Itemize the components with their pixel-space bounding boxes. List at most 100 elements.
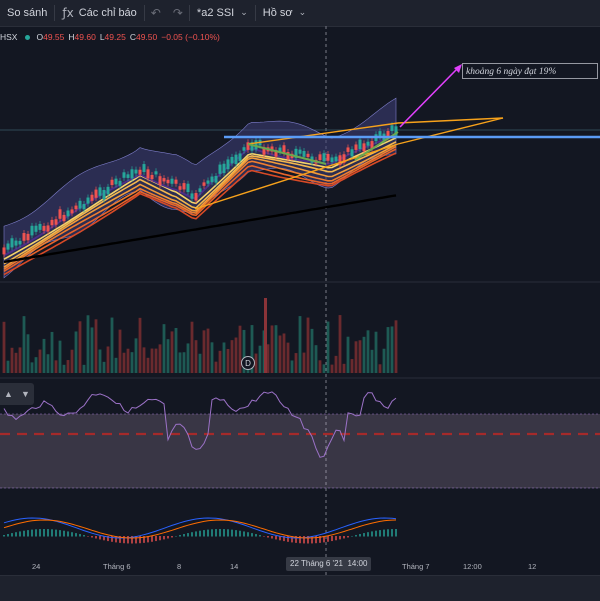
volume-bar bbox=[298, 316, 302, 373]
volume-bar bbox=[374, 331, 378, 373]
volume-bar bbox=[74, 331, 78, 373]
candle-body bbox=[378, 131, 382, 137]
volume-bar bbox=[42, 338, 46, 373]
candle-body bbox=[62, 214, 66, 222]
time-axis-label: Tháng 6 bbox=[103, 562, 131, 571]
profile-menu[interactable]: Hồ sơ ⌄ bbox=[256, 0, 313, 26]
candle-body bbox=[326, 154, 330, 161]
candle-body bbox=[194, 193, 198, 201]
macd-bar bbox=[303, 536, 305, 544]
trendline-upper[interactable] bbox=[247, 122, 399, 145]
macd-bar bbox=[79, 534, 81, 537]
macd-bar bbox=[367, 532, 369, 537]
redo-icon[interactable]: ↷ bbox=[172, 6, 183, 20]
dividend-badge[interactable]: D bbox=[241, 356, 255, 370]
macd-bar bbox=[127, 536, 129, 544]
volume-bar bbox=[18, 347, 22, 373]
macd-bar bbox=[211, 529, 213, 537]
volume-bar bbox=[126, 348, 130, 373]
candle-body bbox=[354, 144, 358, 150]
candle-body bbox=[106, 186, 110, 195]
candle-body bbox=[250, 142, 254, 151]
macd-bar bbox=[275, 536, 277, 540]
macd-bar bbox=[3, 535, 5, 537]
macd-bar bbox=[135, 536, 137, 544]
volume-bar bbox=[162, 324, 166, 373]
pattern-line[interactable] bbox=[247, 143, 327, 165]
macd-bar bbox=[199, 530, 201, 537]
candle-body bbox=[350, 149, 354, 157]
compare-button[interactable]: So sánh bbox=[0, 0, 54, 26]
volume-bar bbox=[210, 342, 214, 373]
macd-bar bbox=[331, 536, 333, 542]
annotation-text-box[interactable]: khoảng 6 ngày đạt 19% bbox=[462, 63, 598, 79]
candle-body bbox=[302, 150, 306, 157]
volume-bar bbox=[266, 344, 270, 373]
pane-controls[interactable]: ▲ ▼ bbox=[0, 383, 34, 405]
volume-bar bbox=[282, 333, 286, 373]
volume-bar bbox=[34, 357, 38, 373]
trendline-projection-top[interactable] bbox=[397, 117, 504, 124]
ohlc-legend: HSX O 49.55 H 49.60 L 49.25 C 49.50 −0.05 (−… bbox=[0, 32, 224, 42]
ribbon-line bbox=[3, 137, 397, 260]
volume-bar bbox=[394, 320, 398, 373]
candle-body bbox=[226, 159, 230, 170]
macd-bar bbox=[383, 529, 385, 537]
macd-bar bbox=[299, 536, 301, 544]
candle-body bbox=[110, 179, 114, 186]
macd-bar bbox=[23, 530, 25, 537]
macd-bar bbox=[179, 534, 181, 537]
macd-bar bbox=[107, 536, 109, 542]
close-label: C bbox=[129, 32, 136, 42]
macd-bar bbox=[143, 536, 145, 543]
toolbar-divider bbox=[54, 5, 56, 21]
macd-bar bbox=[183, 534, 185, 537]
volume-bar bbox=[30, 362, 34, 373]
candle-body bbox=[6, 243, 10, 250]
indicators-button[interactable]: ƒx Các chỉ báo bbox=[55, 0, 143, 26]
exchange-label: HSX bbox=[0, 32, 18, 42]
volume-bar bbox=[22, 316, 26, 373]
arrow-up-icon[interactable]: ▲ bbox=[4, 389, 13, 399]
chart-canvas[interactable]: 24 Tháng 6 8 14 Tháng 7 12:00 12 bbox=[0, 26, 600, 575]
candle-body bbox=[138, 169, 142, 175]
volume-bar bbox=[338, 315, 342, 373]
annotation-arrow[interactable] bbox=[399, 69, 457, 128]
volume-bar bbox=[134, 338, 138, 373]
macd-bar bbox=[355, 534, 357, 537]
time-axis-label: 14 bbox=[230, 562, 238, 571]
macd-bar bbox=[391, 529, 393, 537]
volume-bar bbox=[354, 341, 358, 373]
volume-bar bbox=[390, 326, 394, 373]
volume-bar bbox=[94, 319, 98, 373]
volume-bar bbox=[264, 298, 267, 373]
macd-bar bbox=[139, 536, 141, 544]
ribbon-line bbox=[3, 148, 397, 272]
crosshair-date: 22 Tháng 6 '21 bbox=[290, 559, 343, 568]
volume-bar bbox=[294, 353, 298, 373]
macd-bar bbox=[83, 535, 85, 537]
macd-bar bbox=[111, 536, 113, 542]
macd-bar bbox=[51, 529, 53, 537]
macd-bar bbox=[75, 533, 77, 537]
volume-bar bbox=[258, 345, 262, 373]
candle-body bbox=[166, 179, 170, 184]
volume-bar bbox=[106, 346, 110, 373]
candle-body bbox=[322, 153, 326, 162]
candle-body bbox=[122, 172, 126, 178]
macd-histogram bbox=[3, 529, 397, 544]
volume-bar bbox=[290, 360, 294, 373]
candle-body bbox=[74, 205, 78, 210]
market-status-icon bbox=[25, 34, 31, 40]
layout-select[interactable]: *a2 SSI ⌄ bbox=[190, 0, 255, 26]
trendline-projection-bottom[interactable] bbox=[397, 117, 504, 145]
candle-body bbox=[90, 194, 94, 201]
macd-bar bbox=[167, 536, 169, 539]
volume-bar bbox=[38, 349, 42, 373]
undo-icon[interactable]: ↶ bbox=[150, 6, 161, 20]
chevron-down-icon: ⌄ bbox=[298, 8, 307, 18]
arrow-down-icon[interactable]: ▼ bbox=[21, 389, 30, 399]
macd-bar bbox=[239, 530, 241, 537]
macd-bar bbox=[243, 531, 245, 537]
volume-bar bbox=[154, 348, 158, 373]
